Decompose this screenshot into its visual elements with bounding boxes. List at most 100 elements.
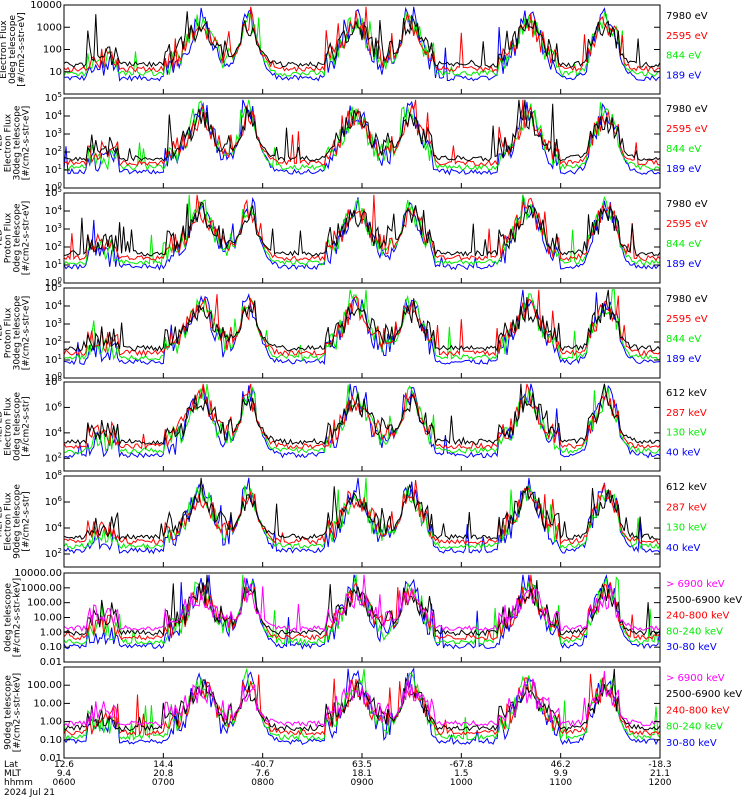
ytick-label: 104 <box>45 521 63 534</box>
ytick-label: 102 <box>45 335 62 348</box>
time-axis-hhmm: 0800 <box>251 778 274 788</box>
time-axis-row-label: hhmm <box>4 778 33 788</box>
series-line <box>63 194 661 262</box>
series-line <box>63 289 661 362</box>
ylabel-line: Electron Flux <box>4 113 14 172</box>
time-axis-hhmm: 1200 <box>649 778 672 788</box>
ytick-label: 106 <box>45 400 63 413</box>
ylabel-line: TED <box>0 229 5 248</box>
ytick-label: 10 <box>49 67 62 78</box>
ytick-label: 101 <box>45 353 62 366</box>
time-axis-mlt: 9.4 <box>57 769 72 779</box>
legend-entry: 189 eV <box>666 164 701 175</box>
legend-entry: 189 eV <box>666 70 701 81</box>
ylabel-line: 0deg telescope <box>8 15 18 85</box>
panel-6 <box>63 477 661 555</box>
legend-entry: 40 keV <box>666 447 700 458</box>
panel-2 <box>63 99 661 176</box>
series-line <box>63 11 661 77</box>
time-axis-hhmm: 0600 <box>53 778 76 788</box>
legend-entry: 844 eV <box>666 239 701 250</box>
ytick-label: 108 <box>45 469 62 482</box>
ytick-label: 106 <box>45 495 63 508</box>
panel-8 <box>63 667 661 746</box>
legend-entry: 2595 eV <box>666 219 708 230</box>
ylabel-line: 30deg telescope <box>13 105 23 180</box>
time-axis-mlt: 9.9 <box>554 769 569 779</box>
ylabel-line: [#/cm2-s-str-eV] <box>22 106 32 181</box>
legend-entry: 287 keV <box>666 502 707 513</box>
ylabel: TEDProton Flux30deg telescope[#/cm2-s-st… <box>0 295 32 370</box>
ytick-label: 100 <box>45 276 62 289</box>
series-line <box>63 201 661 257</box>
ytick-label: 104 <box>45 204 63 217</box>
ytick-label: 0.10 <box>40 642 62 653</box>
time-axis-lat: 14.4 <box>153 760 173 770</box>
ytick-label: 101 <box>45 258 62 271</box>
ytick-label: 10.00 <box>33 613 62 624</box>
panel-7 <box>63 573 661 650</box>
ylabel-line: [#/cm2-s-str-eV] <box>22 296 32 371</box>
ytick-label: 108 <box>45 375 62 388</box>
series-line <box>63 11 661 69</box>
panel-frame <box>63 381 661 472</box>
ylabel: MEPEDElectron Flux0deg telescope[#/cm2-s… <box>0 392 32 462</box>
data-traces <box>63 6 661 746</box>
legend-entry: 30-80 keV <box>666 738 717 749</box>
series-line <box>63 668 661 742</box>
series-line <box>63 573 661 650</box>
legend-entry: 612 keV <box>666 388 707 399</box>
series-line <box>63 99 661 167</box>
ylabel-line: 90deg telescope <box>13 484 23 559</box>
legend-entry: 7980 eV <box>666 104 708 115</box>
ytick-label: 102 <box>45 451 62 464</box>
ytick-label: 104 <box>45 426 63 439</box>
series-line <box>63 479 661 546</box>
legend-entry: > 6900 keV <box>666 673 725 684</box>
series-line <box>63 383 661 454</box>
legend-entry: 7980 eV <box>666 11 708 22</box>
ylabel-line: 90deg telescope <box>4 675 14 750</box>
time-axis-hhmm: 0900 <box>351 778 374 788</box>
legend-entry: 189 eV <box>666 259 701 270</box>
legend-entry: 130 keV <box>666 428 707 439</box>
legend-entry: 80-240 keV <box>666 722 723 733</box>
ytick-label: 102 <box>45 145 62 158</box>
ytick-label: 105 <box>45 186 62 199</box>
time-axis-hhmm: 1100 <box>549 778 572 788</box>
panel-frame <box>63 192 661 284</box>
ylabel: 0deg telescope[#/cm2-s-str-keV] <box>4 578 23 657</box>
legend-entry: 7980 eV <box>666 199 708 210</box>
ylabel-line: TED <box>0 134 5 153</box>
time-axis-mlt: 20.8 <box>153 769 173 779</box>
ytick-label: 10000 <box>30 0 62 11</box>
series-line <box>63 99 661 172</box>
ytick-label: 104 <box>45 109 63 122</box>
series-line <box>63 289 661 353</box>
ytick-label: 101 <box>45 163 62 176</box>
panel-5 <box>63 383 661 459</box>
legend-entry: 612 keV <box>666 482 707 493</box>
legend-entry: 2500-6900 keV <box>666 595 742 606</box>
time-axis-mlt: 18.1 <box>352 769 372 779</box>
time-axis-hhmm: 1000 <box>450 778 473 788</box>
panel-frame <box>63 572 661 663</box>
ytick-label: 1.00 <box>40 717 62 728</box>
ytick-label: 1000.00 <box>21 583 62 594</box>
ylabel-line: Proton Flux <box>4 307 14 358</box>
ytick-label: 10000.00 <box>14 568 62 579</box>
ytick-label: 105 <box>45 281 62 294</box>
legend-entry: 130 keV <box>666 523 707 534</box>
ylabel-line: Proton Flux <box>4 212 14 263</box>
ylabel-line: 0deg telescope <box>13 203 23 273</box>
legend-entry: 30-80 keV <box>666 642 717 653</box>
panel-3 <box>63 194 661 271</box>
legend-entry: 844 eV <box>666 334 701 345</box>
series-line <box>63 574 661 633</box>
ytick-label: 10.00 <box>33 698 62 709</box>
legend-entry: 2595 eV <box>666 31 708 42</box>
ytick-label: 0.10 <box>40 735 62 746</box>
ytick-label: 1.00 <box>40 627 62 638</box>
time-axis-mlt: 21.1 <box>650 769 670 779</box>
